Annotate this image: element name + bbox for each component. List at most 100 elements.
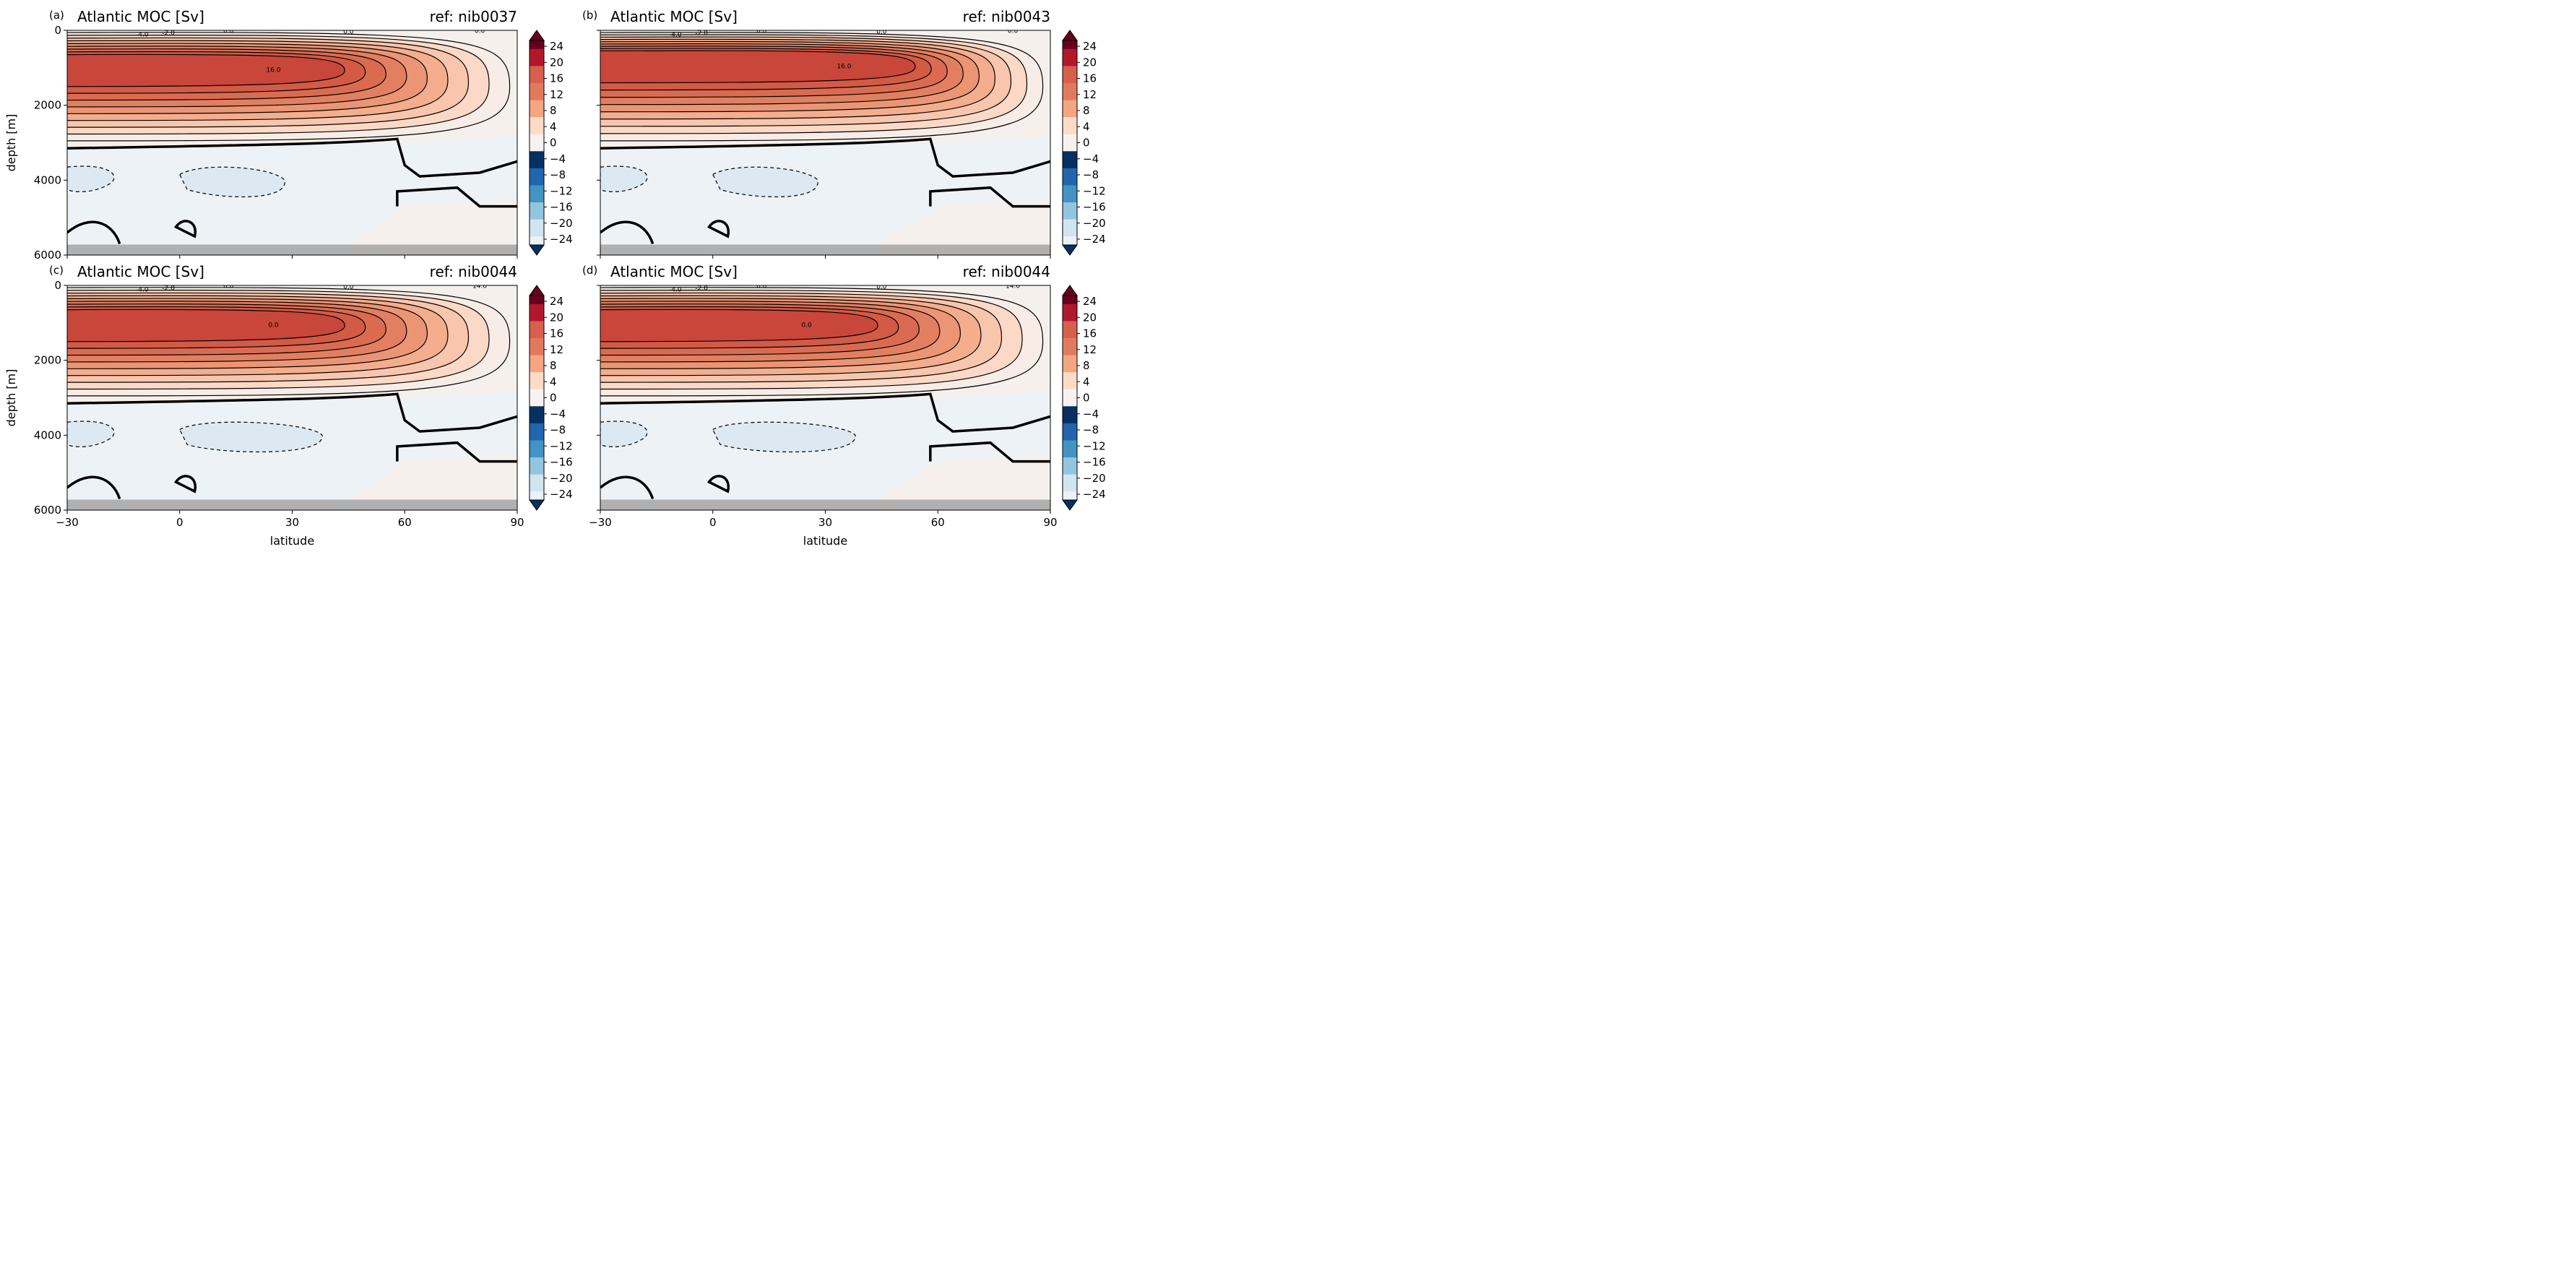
colorbar-segment	[1063, 397, 1077, 407]
zero-contour	[600, 475, 654, 500]
contour-label: 0.0	[268, 322, 279, 329]
panel-ref: ref: nib0044	[430, 263, 517, 280]
colorbar-segment	[530, 431, 544, 441]
colorbar-segment	[530, 406, 544, 415]
colorbar-tick-label: 4	[1083, 120, 1090, 133]
colorbar-tick-label: −12	[1083, 439, 1106, 452]
colorbar-tick-label: 0	[1083, 392, 1090, 405]
colorbar-tick-label: 8	[550, 104, 557, 117]
contour-label: -2.0	[162, 30, 175, 38]
colorbar: 24 20 16 12 8 4 0 −4 −8 −12 −16 −20 −24	[1062, 285, 1106, 511]
colorbar-tick-label: −24	[550, 488, 573, 501]
contour-label: -4.0	[136, 287, 149, 294]
colorbar-segment	[1063, 151, 1077, 160]
land-mask	[67, 499, 517, 510]
negative-contour	[178, 166, 285, 198]
contour-label: 16.0	[837, 63, 851, 70]
contour-band	[67, 53, 345, 87]
colorbar-segment	[1063, 346, 1077, 356]
zero-contour	[173, 220, 197, 238]
colorbar-segment	[530, 415, 544, 424]
deep-positive-area	[329, 199, 517, 255]
colorbar-segment	[530, 125, 544, 135]
colorbar-tick-label: −24	[550, 233, 573, 246]
y-tick-label: 4000	[34, 173, 61, 186]
colorbar-segment	[1063, 491, 1077, 501]
colorbar-segment	[1063, 465, 1077, 475]
colorbar-segment	[530, 457, 544, 467]
y-tick-label: 4000	[34, 428, 61, 441]
colorbar-segment	[530, 440, 544, 449]
colorbar-tick-label: −16	[550, 456, 573, 469]
colorbar-segment	[530, 57, 544, 66]
colorbar-tick-label: 20	[1083, 56, 1097, 69]
x-tick-label: 60	[398, 516, 412, 529]
colorbar-segment	[1063, 48, 1077, 59]
colorbar-tick-label: 20	[550, 311, 563, 324]
figure: -4.0 -2.0 0.0 0.0 0.0 16.0 (a) Atlantic MOC [Sv…	[4, 8, 1106, 548]
contour-label: 0.0	[1008, 28, 1019, 35]
colorbar-max-extension	[529, 285, 545, 296]
x-axis-label: latitude	[803, 534, 847, 548]
contour-label: 14.0	[1006, 283, 1020, 290]
colorbar-segment	[530, 389, 544, 398]
y-tick-label: 6000	[34, 249, 61, 262]
x-tick-label: 0	[176, 516, 183, 529]
colorbar-segment	[530, 91, 544, 101]
colorbar-segment	[1063, 194, 1077, 203]
zero-contour	[600, 137, 1050, 178]
colorbar-max-extension	[1062, 285, 1078, 296]
colorbar-segment	[530, 465, 544, 475]
negative-contour	[712, 421, 856, 453]
colorbar-tick-label: 12	[550, 343, 563, 356]
colorbar-segment	[530, 194, 544, 203]
contour-label: 0.0	[475, 28, 485, 35]
colorbar: 24 20 16 12 8 4 0 −4 −8 −12 −16 −20 −24	[529, 285, 573, 511]
contour-label: -2.0	[695, 30, 708, 38]
colorbar-segment	[1063, 100, 1077, 109]
colorbar-tick-label: −16	[1083, 201, 1106, 214]
contour-label: 0.0	[343, 29, 354, 36]
colorbar-segment	[530, 134, 544, 143]
colorbar-segment	[1063, 406, 1077, 415]
colorbar-segment	[530, 449, 544, 458]
colorbar-segment	[1063, 474, 1077, 483]
colorbar-segment	[530, 219, 544, 228]
colorbar-min-extension	[1062, 499, 1078, 511]
zero-contour	[396, 186, 517, 208]
colorbar-segment	[530, 303, 544, 314]
panel-c: -4.0 -2.0 0.0 0.0 14.0 0.0 (c) Atlantic MOC [Sv…	[4, 263, 573, 548]
colorbar-tick-label: −8	[550, 168, 566, 181]
colorbar-segment	[1063, 431, 1077, 441]
colorbar-segment	[530, 108, 544, 118]
colorbar-tick-label: −4	[1083, 408, 1099, 421]
colorbar-segment	[530, 491, 544, 501]
colorbar-max-extension	[1062, 30, 1078, 41]
colorbar-segment	[1063, 74, 1077, 84]
colorbar-tick-label: −16	[1083, 456, 1106, 469]
colorbar-segment	[530, 168, 544, 178]
zero-contour	[600, 392, 1050, 433]
colorbar-segment	[1063, 440, 1077, 449]
deep-positive-area	[329, 454, 517, 510]
panel-title: Atlantic MOC [Sv]	[610, 8, 738, 25]
colorbar-tick-label: 8	[1083, 359, 1090, 372]
colorbar-tick-label: −12	[1083, 184, 1106, 197]
colorbar-tick-label: 0	[550, 392, 557, 405]
colorbar-segment	[1063, 108, 1077, 118]
negative-contour	[67, 165, 115, 192]
negative-contour	[712, 166, 818, 198]
colorbar-segment	[1063, 415, 1077, 424]
colorbar-tick-label: 20	[550, 56, 563, 69]
colorbar-tick-label: 12	[550, 88, 563, 101]
colorbar-tick-label: −8	[550, 423, 566, 436]
y-axis-label: depth [m]	[4, 369, 18, 427]
colorbar-tick-label: −12	[550, 439, 573, 452]
colorbar-segment	[530, 321, 544, 330]
colorbar-segment	[1063, 449, 1077, 458]
deep-positive-area	[863, 454, 1050, 510]
colorbar-tick-label: 12	[1083, 343, 1097, 356]
colorbar-segment	[1063, 423, 1077, 433]
contour-label: -2.0	[695, 285, 708, 293]
x-tick-label: 30	[285, 516, 299, 529]
